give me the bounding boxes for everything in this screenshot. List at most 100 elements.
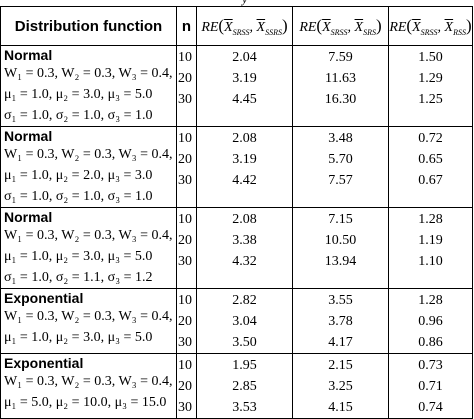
header-re-ssrs: RE(XSRSS, XSSRS): [196, 6, 293, 46]
table-cell-value: 1.95: [232, 358, 257, 373]
table-cell-value: 0.73: [418, 358, 443, 373]
distribution-cell: Exponential W₁ = 0.3, W₂ = 0.3, W₃ = 0.4,…: [0, 353, 177, 419]
table-cell-value: 5.70: [328, 152, 353, 167]
parameter-line: μ₁ = 1.0, μ₂ = 3.0, μ₃ = 5.0: [4, 249, 153, 264]
table-cell-value: 3.50: [232, 335, 257, 350]
table-cell-value: 0.86: [418, 335, 443, 350]
re-ssrs-cell: 2.08 3.19 4.42: [196, 126, 293, 208]
table-cell-value: 20: [178, 71, 192, 86]
table-cell-value: 30: [178, 92, 192, 107]
table-cell-value: 20: [178, 152, 192, 167]
re-rss-cell: 1.28 1.19 1.10: [388, 207, 473, 289]
distribution-name: Normal: [4, 128, 53, 144]
table-cell-value: 11.63: [325, 71, 356, 86]
table-cell-value: 3.78: [328, 314, 353, 329]
table-cell-value: 20: [178, 314, 192, 329]
distribution-name: Normal: [4, 47, 53, 63]
table-cell-value: 2.04: [232, 50, 257, 65]
parameter-line: σ₁ = 1.0, σ₂ = 1.1, σ₃ = 1.2: [4, 270, 153, 285]
table-cell-value: 20: [178, 233, 192, 248]
table-cell-value: 0.74: [418, 400, 443, 415]
n-cell: 10 20 30: [176, 126, 197, 208]
parameter-line: W₁ = 0.3, W₂ = 0.3, W₃ = 0.4,: [4, 66, 173, 81]
table-row: Normal W₁ = 0.3, W₂ = 0.3, W₃ = 0.4, μ₁ = …: [0, 207, 473, 289]
table-cell-value: 7.59: [328, 50, 353, 65]
table-cell-value: 13.94: [324, 254, 357, 269]
n-cell: 10 20 30: [176, 353, 197, 419]
table-cell-value: 3.04: [232, 314, 257, 329]
table-cell-value: 0.67: [418, 173, 443, 188]
table-cell-value: 0.72: [418, 131, 443, 146]
parameter-line: W₁ = 0.3, W₂ = 0.3, W₃ = 0.4,: [4, 374, 173, 389]
table-cell-value: 2.15: [328, 358, 353, 373]
header-row: Distribution function n RE(XSRSS, XSSRS)…: [0, 6, 473, 46]
distribution-name: Exponential: [4, 355, 84, 371]
table-cell-value: 3.25: [328, 379, 353, 394]
table-row: Exponential W₁ = 0.3, W₂ = 0.3, W₃ = 0.4,…: [0, 353, 473, 419]
n-cell: 10 20 30: [176, 207, 197, 289]
header-n: n: [176, 6, 197, 46]
table-cell-value: 0.65: [418, 152, 443, 167]
re-rss-cell: 1.28 0.96 0.86: [388, 288, 473, 354]
parameter-line: μ₁ = 1.0, μ₂ = 3.0, μ₃ = 5.0: [4, 87, 153, 102]
re-ssrs-cell: 1.95 2.85 3.53: [196, 353, 293, 419]
header-re-rss: RE(XSRSS, XRSS): [388, 6, 473, 46]
table-row: Normal W₁ = 0.3, W₂ = 0.3, W₃ = 0.4, μ₁ = …: [0, 126, 473, 208]
table-cell-value: 3.48: [328, 131, 353, 146]
re-srs-cell: 2.15 3.25 4.15: [292, 353, 389, 419]
table-cell-value: 10: [178, 212, 192, 227]
parameter-line: W₁ = 0.3, W₂ = 0.3, W₃ = 0.4,: [4, 309, 173, 324]
distribution-cell: Normal W₁ = 0.3, W₂ = 0.3, W₃ = 0.4, μ₁ = …: [0, 126, 177, 208]
efficiency-table: Distribution function n RE(XSRSS, XSSRS)…: [0, 6, 473, 419]
table-cell-value: 4.42: [232, 173, 257, 188]
re-ssrs-cell: 2.08 3.38 4.32: [196, 207, 293, 289]
re-srs-cell: 3.55 3.78 4.17: [292, 288, 389, 354]
table-cell-value: 16.30: [324, 92, 357, 107]
caption-fragment: y: [242, 0, 247, 5]
table-cell-value: 7.15: [328, 212, 353, 227]
table-cell-value: 30: [178, 173, 192, 188]
table-cell-value: 30: [178, 254, 192, 269]
parameter-line: μ₁ = 1.0, μ₂ = 3.0, μ₃ = 5.0: [4, 330, 153, 345]
table-cell-value: 30: [178, 400, 192, 415]
table-cell-value: 10: [178, 358, 192, 373]
n-cell: 10 20 30: [176, 288, 197, 354]
table-cell-value: 3.19: [232, 152, 257, 167]
table-cell-value: 10: [178, 131, 192, 146]
distribution-name: Exponential: [4, 290, 84, 306]
distribution-cell: Exponential W₁ = 0.3, W₂ = 0.3, W₃ = 0.4,…: [0, 288, 177, 354]
re-ssrs-cell: 2.04 3.19 4.45: [196, 45, 293, 127]
table-cell-value: 10: [178, 50, 192, 65]
distribution-cell: Normal W₁ = 0.3, W₂ = 0.3, W₃ = 0.4, μ₁ = …: [0, 45, 177, 127]
parameter-line: σ₁ = 1.0, σ₂ = 1.0, σ₃ = 1.0: [4, 108, 153, 123]
table-cell-value: 1.28: [418, 212, 443, 227]
table-cell-value: 2.85: [232, 379, 257, 394]
table-cell-value: 20: [178, 379, 192, 394]
re-srs-cell: 7.15 10.50 13.94: [292, 207, 389, 289]
re-rss-cell: 0.72 0.65 0.67: [388, 126, 473, 208]
parameter-line: W₁ = 0.3, W₂ = 0.3, W₃ = 0.4,: [4, 147, 173, 162]
re-srs-cell: 7.59 11.63 16.30: [292, 45, 389, 127]
table-cell-value: 2.82: [232, 293, 257, 308]
table-cell-value: 4.32: [232, 254, 257, 269]
table-cell-value: 4.15: [328, 400, 353, 415]
table-cell-value: 0.71: [418, 379, 443, 394]
parameter-line: μ₁ = 1.0, μ₂ = 2.0, μ₃ = 3.0: [4, 168, 153, 183]
header-distribution: Distribution function: [0, 6, 177, 46]
table-cell-value: 0.96: [418, 314, 443, 329]
table-cell-value: 3.38: [232, 233, 257, 248]
parameter-line: μ₁ = 5.0, μ₂ = 10.0, μ₃ = 15.0: [4, 395, 167, 410]
table-cell-value: 3.53: [232, 400, 257, 415]
re-ssrs-cell: 2.82 3.04 3.50: [196, 288, 293, 354]
table-cell-value: 3.19: [232, 71, 257, 86]
parameter-line: W₁ = 0.3, W₂ = 0.3, W₃ = 0.4,: [4, 228, 173, 243]
table-cell-value: 1.28: [418, 293, 443, 308]
table-cell-value: 4.45: [232, 92, 257, 107]
table-cell-value: 1.29: [418, 71, 443, 86]
table-cell-value: 10: [178, 293, 192, 308]
header-re-srs: RE(XSRSS, XSRS): [292, 6, 389, 46]
parameter-line: σ₁ = 1.0, σ₂ = 1.0, σ₃ = 1.0: [4, 189, 153, 204]
table-cell-value: 4.17: [328, 335, 353, 350]
table-cell-value: 10.50: [324, 233, 357, 248]
table-cell-value: 1.25: [418, 92, 443, 107]
